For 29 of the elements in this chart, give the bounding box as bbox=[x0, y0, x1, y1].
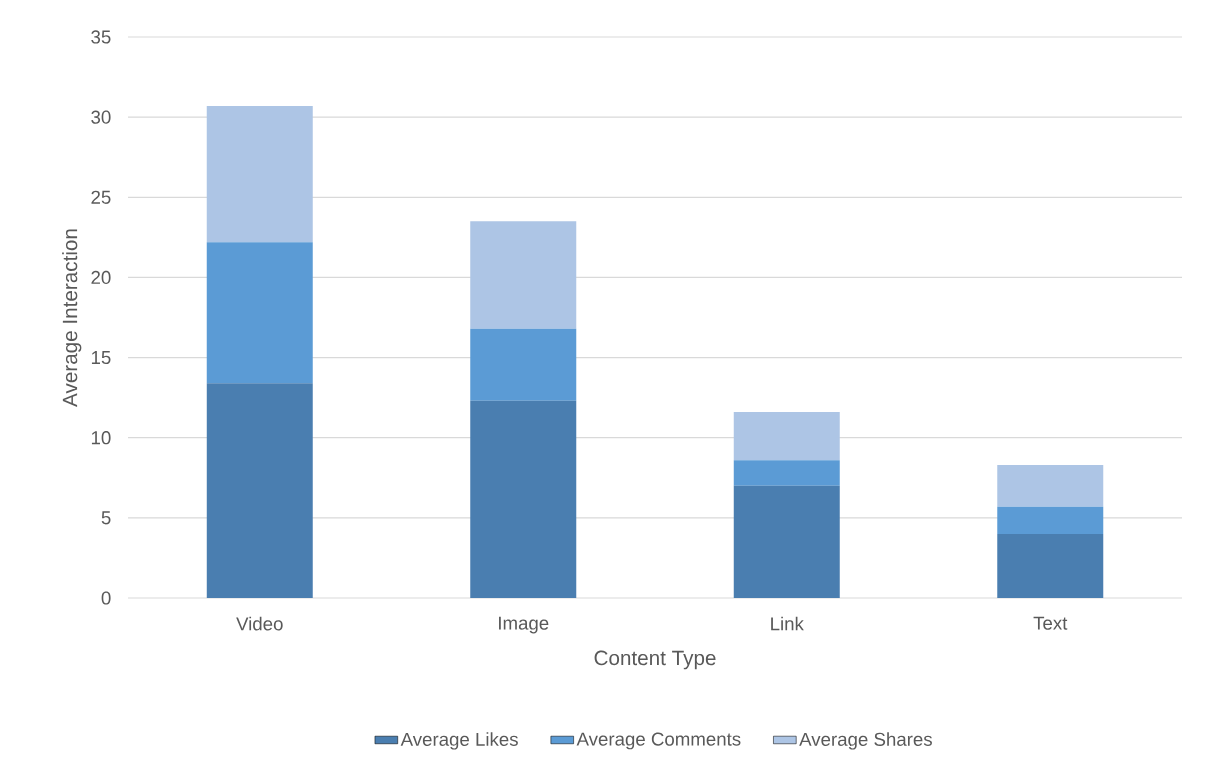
y-tick-label: 15 bbox=[91, 351, 111, 365]
bar bbox=[470, 400, 577, 598]
bar bbox=[470, 221, 577, 329]
x-tick-label: Text bbox=[1033, 616, 1068, 630]
y-tick-label: 30 bbox=[91, 110, 111, 124]
bar bbox=[997, 464, 1104, 507]
y-tick-label: 25 bbox=[91, 190, 111, 204]
bar bbox=[470, 328, 577, 401]
x-tick-label: Video bbox=[236, 616, 283, 631]
bar bbox=[206, 242, 313, 384]
bar bbox=[733, 460, 840, 486]
y-tick-label: 20 bbox=[91, 270, 111, 285]
bar bbox=[206, 105, 313, 243]
legend-label: Average Shares bbox=[799, 732, 932, 750]
bar bbox=[733, 485, 840, 598]
legend-label: Average Likes bbox=[400, 732, 518, 750]
x-tick-label: Link bbox=[771, 616, 804, 631]
y-tick-label: 10 bbox=[91, 431, 111, 445]
y-axis-title: Average Interaction bbox=[62, 229, 82, 407]
y-tick-label: 5 bbox=[101, 511, 111, 525]
bar bbox=[206, 383, 313, 598]
x-tick-label: Image bbox=[499, 616, 549, 634]
bar bbox=[997, 533, 1104, 598]
y-tick-label: 35 bbox=[91, 30, 111, 44]
bar bbox=[733, 412, 840, 461]
legend-label: Average Comments bbox=[576, 732, 741, 750]
x-axis-title: Content Type bbox=[594, 650, 716, 670]
y-tick-label: 0 bbox=[101, 591, 111, 605]
bar bbox=[997, 506, 1104, 534]
